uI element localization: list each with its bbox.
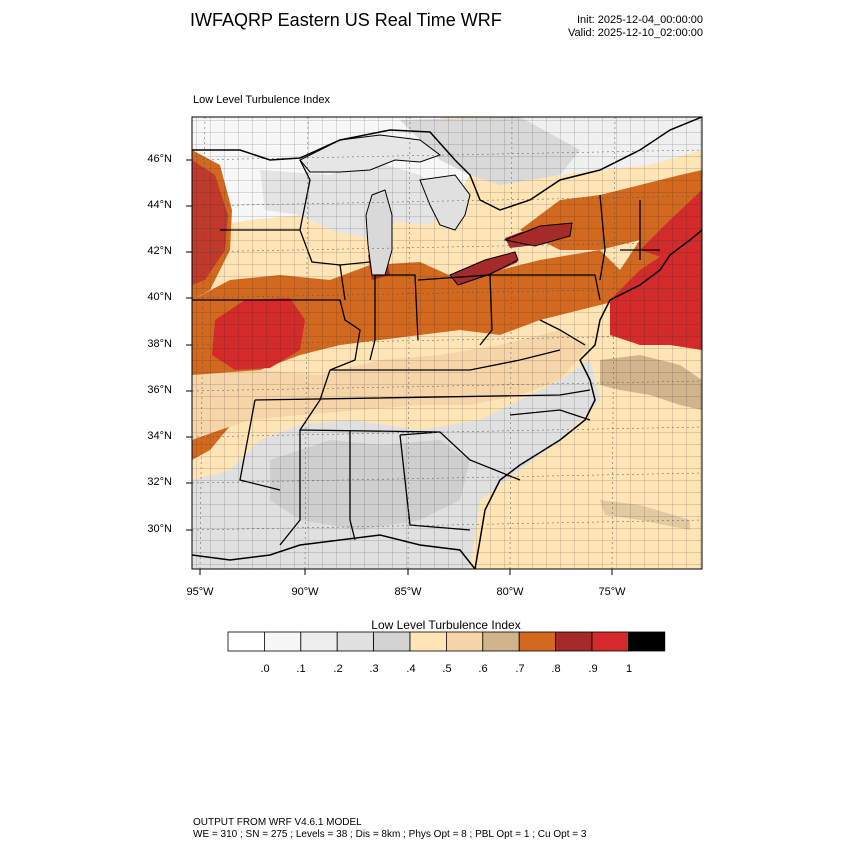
colorbar-title: Low Level Turbulence Index xyxy=(371,618,521,632)
state-boundaries xyxy=(192,159,660,546)
lat-label: 46°N xyxy=(147,153,172,165)
colorbar-label: 1 xyxy=(625,663,633,675)
lon-label: 85°W xyxy=(394,586,422,598)
lon-label: 90°W xyxy=(291,586,319,598)
lat-label: 32°N xyxy=(147,476,172,488)
colorbar-label: .7 xyxy=(515,663,525,675)
lat-label: 38°N xyxy=(147,338,172,350)
colorbar-swatch xyxy=(373,631,411,652)
lake-superior xyxy=(299,134,442,173)
colorbar-label: .5 xyxy=(442,663,452,675)
colorbar-swatch xyxy=(628,631,666,652)
lat-label: 36°N xyxy=(147,384,172,396)
lat-lon-grid xyxy=(192,117,702,569)
lat-label: 44°N xyxy=(147,199,172,211)
colorbar-swatch xyxy=(409,631,447,652)
colorbar-swatch xyxy=(445,631,484,652)
init-time: Init: 2025-12-04_00:00:00 xyxy=(577,14,703,26)
lat-label: 34°N xyxy=(147,430,172,442)
colorbar-label: .0 xyxy=(260,663,270,675)
colorbar-label: .3 xyxy=(369,663,379,675)
footer-model-info: OUTPUT FROM WRF V4.6.1 MODEL xyxy=(193,817,362,828)
colorbar-swatch xyxy=(482,631,520,652)
valid-time: Valid: 2025-12-10_02:00:00 xyxy=(568,27,703,39)
colorbar-label: .6 xyxy=(478,663,488,675)
lon-label: 80°W xyxy=(496,586,524,598)
colorbar-label: .8 xyxy=(551,663,561,675)
map-frame xyxy=(191,116,703,570)
colorbar-swatch xyxy=(227,631,265,652)
lake-huron xyxy=(419,174,471,231)
main-title: IWFAQRP Eastern US Real Time WRF xyxy=(190,10,502,30)
lake-ontario xyxy=(503,222,573,247)
axis-ticks xyxy=(186,159,613,575)
footer-run-settings: WE = 310 ; SN = 275 ; Levels = 38 ; Dis … xyxy=(193,829,587,840)
lat-label: 40°N xyxy=(147,291,172,303)
colorbar-swatch xyxy=(263,631,302,652)
lon-label: 95°W xyxy=(186,586,214,598)
colorbar-label: .9 xyxy=(588,663,598,675)
lon-label: 75°W xyxy=(598,586,626,598)
colorbar-swatch xyxy=(300,631,338,652)
lat-label: 30°N xyxy=(147,523,172,535)
coastline xyxy=(192,117,702,569)
field-title: Low Level Turbulence Index xyxy=(193,94,330,106)
colorbar-swatch xyxy=(518,631,557,652)
colorbar-label: .1 xyxy=(296,663,306,675)
colorbar-swatch xyxy=(591,631,629,652)
lat-label: 42°N xyxy=(147,245,172,257)
colorbar-swatch xyxy=(336,631,375,652)
colorbar-swatch xyxy=(555,631,593,652)
colorbar-label: .4 xyxy=(406,663,416,675)
colorbar-label: .2 xyxy=(333,663,343,675)
colorbar xyxy=(227,631,666,652)
